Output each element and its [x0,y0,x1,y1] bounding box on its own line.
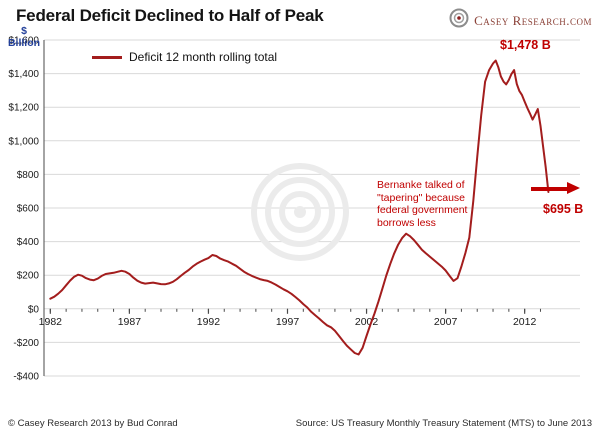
svg-text:-$400: -$400 [13,372,39,383]
svg-text:1992: 1992 [197,316,221,328]
legend: Deficit 12 month rolling total [92,50,277,64]
deficit-arrow [531,182,581,195]
svg-text:1987: 1987 [118,316,142,328]
casey-logo-icon [449,8,469,33]
y-axis-labels: $1,600 $1,400 $1,200 $1,000 $800 $600 $400 $200… [8,36,39,383]
peak-value-label: $1,478 B [500,38,551,52]
svg-text:2002: 2002 [355,316,379,328]
svg-text:-$200: -$200 [13,338,39,349]
svg-text:$600: $600 [17,204,40,215]
page-title: Federal Deficit Declined to Half of Peak [16,6,324,25]
current-value-label: $695 B [543,202,584,216]
y-axis-unit-label: $ Billion [7,25,41,50]
x-axis: 1982 1987 1992 1997 2002 2007 2012 [39,308,541,328]
legend-line-swatch [92,55,122,59]
svg-text:$0: $0 [28,304,40,315]
svg-text:2012: 2012 [513,316,537,328]
gridlines [44,39,580,377]
svg-text:2007: 2007 [434,316,458,328]
watermark-logo-icon [251,163,349,261]
svg-text:$1,600: $1,600 [8,36,39,47]
source-text: Source: US Treasury Monthly Treasury Sta… [295,418,592,429]
svg-text:$1,000: $1,000 [8,136,39,147]
arrow-right-icon [567,182,580,194]
brand-name: Casey Research.com [474,12,592,28]
tapering-note: Bernanke talked of "tapering" because fe… [377,179,468,229]
svg-text:1997: 1997 [276,316,300,328]
legend-label: Deficit 12 month rolling total [129,50,278,64]
svg-text:$400: $400 [17,237,40,248]
svg-text:$200: $200 [17,271,40,282]
svg-text:1982: 1982 [39,316,63,328]
svg-text:$800: $800 [17,170,40,181]
deficit-line [49,59,550,356]
svg-text:$1,200: $1,200 [8,103,39,114]
copyright-text: © Casey Research 2013 by Bud Conrad [8,418,178,429]
svg-text:$1,400: $1,400 [8,69,39,80]
arrow-shaft [531,186,568,191]
brand-logo: Casey Research.com [449,8,592,33]
